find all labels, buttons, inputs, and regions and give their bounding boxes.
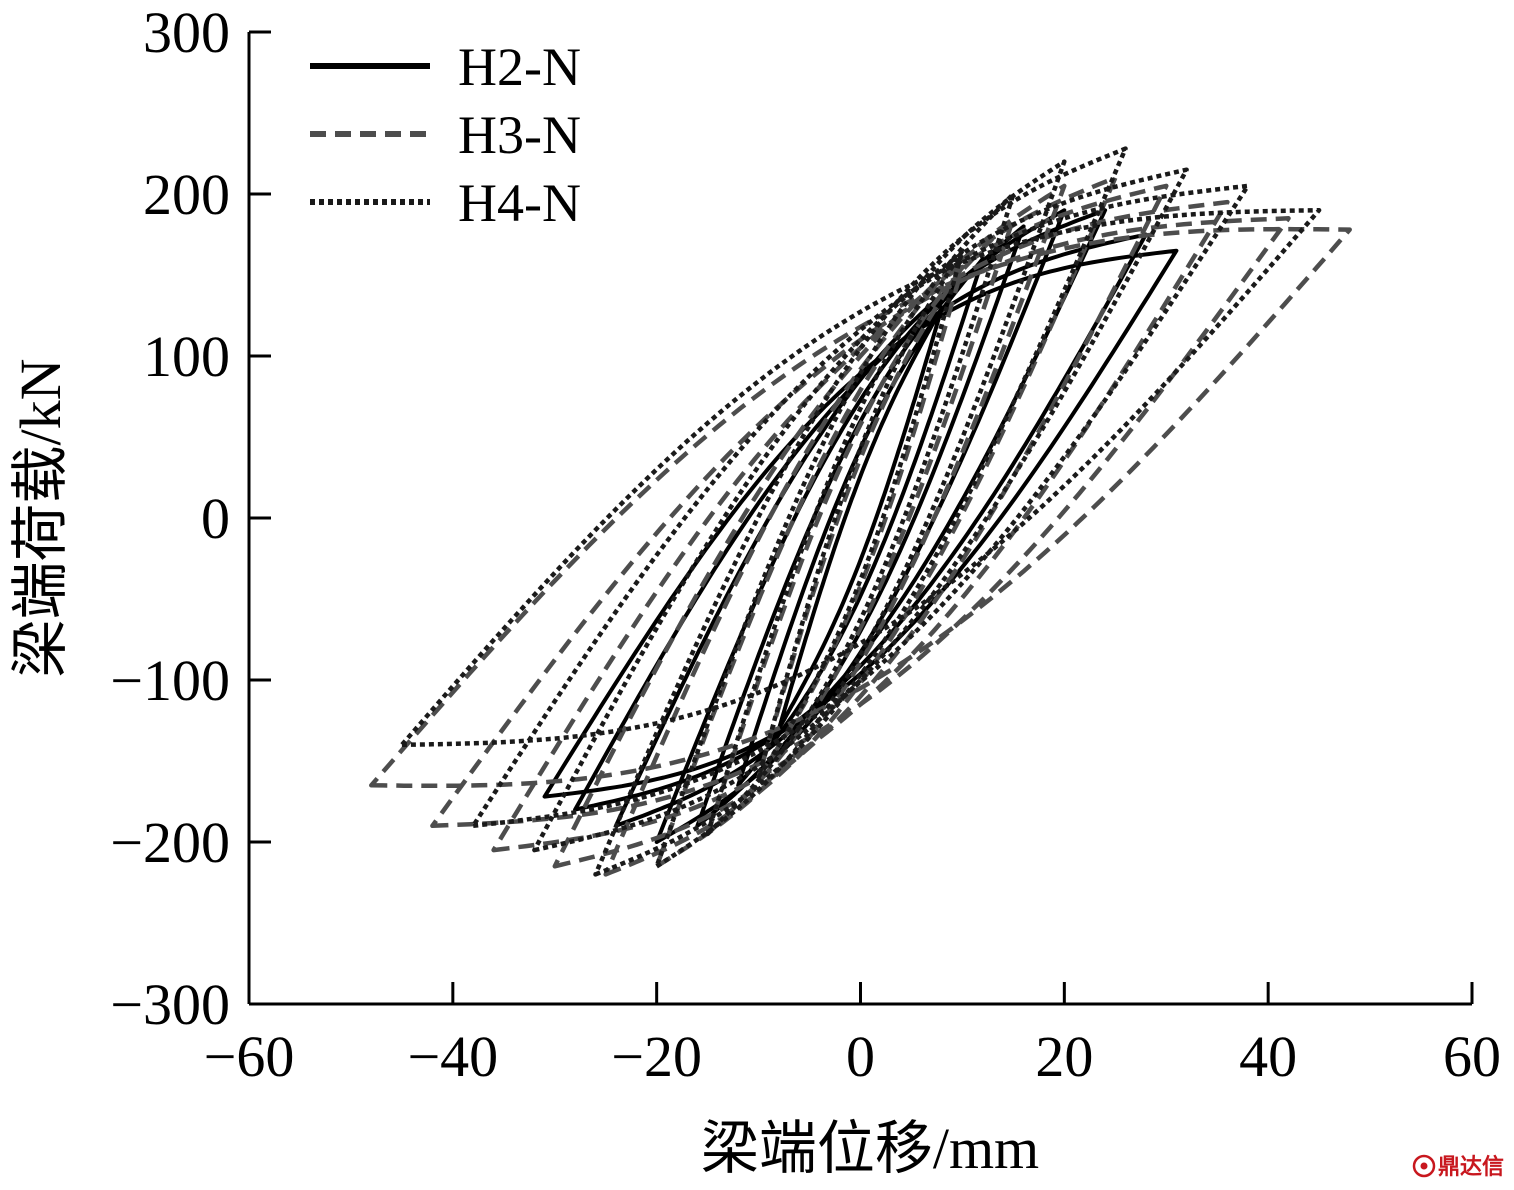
- y-tick-label: 300: [143, 0, 230, 65]
- x-tick-label: 0: [846, 1024, 875, 1089]
- x-tick-label: 40: [1239, 1024, 1297, 1089]
- x-tick-label: −40: [407, 1024, 498, 1089]
- x-ticks: [247, 982, 1474, 1004]
- legend-label: H2-N: [458, 37, 581, 97]
- watermark: 鼎达信: [1412, 1154, 1504, 1180]
- hysteresis-loop: [654, 159, 1067, 869]
- hysteresis-loop: [532, 167, 1189, 853]
- x-tick-label: −60: [204, 1024, 295, 1089]
- hysteresis-loop: [542, 248, 1179, 799]
- y-tick-label: −300: [110, 972, 230, 1037]
- y-tick-label: −200: [110, 810, 230, 875]
- watermark-text: 鼎达信: [1438, 1154, 1504, 1180]
- hysteresis-loop: [654, 208, 1067, 844]
- hysteresis-loop: [756, 264, 965, 780]
- hysteresis-loop: [491, 199, 1230, 853]
- x-tick-labels: −60 −40 −20 0 20 40 60: [204, 1024, 1501, 1089]
- hysteresis-loop: [399, 207, 1322, 748]
- legend: H2-N H3-N H4-N: [310, 37, 581, 233]
- seal-icon: [1412, 1154, 1436, 1178]
- curve-layer: [369, 146, 1352, 877]
- x-tick-label: 60: [1443, 1024, 1501, 1089]
- hysteresis-loop: [470, 183, 1251, 829]
- hysteresis-loop: [369, 226, 1352, 789]
- hysteresis-loop: [430, 216, 1291, 829]
- y-axis-title: 梁端荷载/kN: [8, 358, 73, 677]
- legend-label: H4-N: [458, 173, 581, 233]
- series-H2-N: [542, 208, 1179, 844]
- hysteresis-loop: [654, 183, 1067, 869]
- x-axis-title: 梁端位移/mm: [701, 1116, 1039, 1181]
- axes-layer: [247, 32, 1472, 1006]
- y-tick-labels: −300 −200 −100 0 100 200 300: [110, 0, 230, 1037]
- legend-label: H3-N: [458, 105, 581, 165]
- series-H3-N: [369, 175, 1352, 877]
- y-tick-label: 200: [143, 162, 230, 227]
- y-ticks: [249, 30, 271, 1006]
- hysteresis-loop: [705, 216, 1016, 837]
- hysteresis-loop: [603, 175, 1118, 877]
- hysteresis-loop: [593, 146, 1128, 877]
- y-tick-label: 100: [143, 324, 230, 389]
- x-tick-label: −20: [611, 1024, 702, 1089]
- x-tick-label: 20: [1035, 1024, 1093, 1089]
- y-tick-label: −100: [110, 648, 230, 713]
- hysteresis-loop: [613, 208, 1108, 828]
- hysteresis-loop: [573, 232, 1148, 812]
- y-tick-label: 0: [201, 486, 230, 551]
- series-H4-N: [399, 146, 1322, 877]
- hysteresis-loop: [552, 183, 1169, 869]
